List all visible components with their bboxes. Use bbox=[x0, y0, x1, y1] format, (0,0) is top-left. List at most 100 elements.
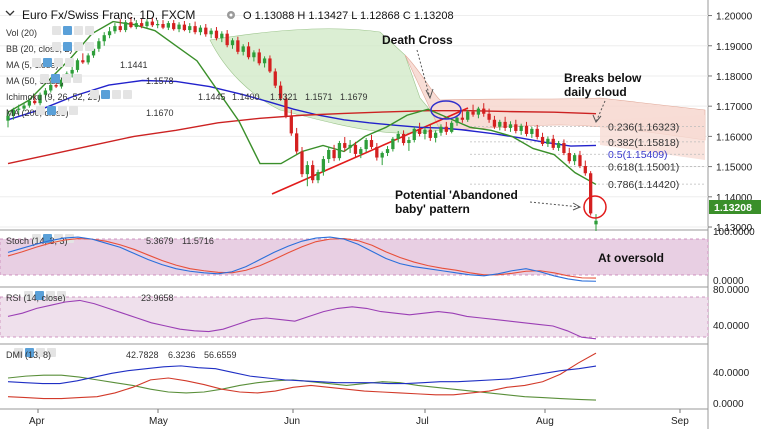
ma200-eye-icon[interactable] bbox=[36, 106, 45, 115]
price-tick-label: 1.20000 bbox=[716, 12, 753, 23]
death-cross-label: Death Cross bbox=[382, 33, 453, 47]
ichimoku-square-icon[interactable] bbox=[123, 90, 132, 99]
candle-body bbox=[514, 124, 518, 131]
ma5-close-icon[interactable] bbox=[54, 58, 63, 67]
candle bbox=[134, 20, 138, 30]
candle bbox=[198, 25, 203, 36]
breaks-cloud-label-2: daily cloud bbox=[564, 85, 627, 99]
candle-body bbox=[49, 85, 53, 91]
candle-body bbox=[193, 26, 197, 33]
candle-body bbox=[439, 126, 443, 133]
candle-body bbox=[134, 23, 138, 28]
ma-line-ma-50-close- bbox=[7, 79, 597, 147]
candle bbox=[97, 38, 101, 52]
ichimoku-v1: 1.1445 bbox=[198, 92, 226, 102]
fib-label: 0.618(1.15001) bbox=[608, 162, 679, 174]
candle-body bbox=[166, 23, 171, 28]
candle bbox=[102, 32, 106, 46]
candle bbox=[508, 121, 513, 132]
vol-gear-icon[interactable] bbox=[63, 26, 72, 35]
candle-body bbox=[81, 60, 85, 63]
stoch-eye-icon[interactable] bbox=[32, 234, 41, 243]
candle bbox=[321, 156, 326, 176]
rsi-label: RSI (14, close) bbox=[6, 293, 66, 303]
price-tick-label: 1.14000 bbox=[716, 193, 753, 204]
candle-body bbox=[572, 155, 577, 162]
collapse-arrow-icon[interactable] bbox=[5, 10, 15, 16]
ma50-eye-icon[interactable] bbox=[40, 74, 49, 83]
ma5-square-icon[interactable] bbox=[65, 58, 74, 67]
stoch-square-icon[interactable] bbox=[65, 234, 74, 243]
dmi-gear-icon[interactable] bbox=[25, 348, 34, 357]
candle-body bbox=[407, 140, 411, 144]
ma50-square-icon[interactable] bbox=[73, 74, 82, 83]
vol-close-icon[interactable] bbox=[74, 26, 83, 35]
ma5-gear-icon[interactable] bbox=[43, 58, 52, 67]
candle-body bbox=[54, 85, 58, 87]
current-price-tag: 1.13208 bbox=[709, 200, 761, 214]
stoch-band bbox=[0, 238, 709, 276]
candle bbox=[17, 104, 21, 115]
rsi-close-icon[interactable] bbox=[46, 291, 55, 300]
candle-body bbox=[6, 115, 10, 121]
vol-label: Vol (20) bbox=[6, 28, 37, 38]
candle bbox=[327, 146, 331, 163]
dmi-eye-icon[interactable] bbox=[14, 348, 23, 357]
candle bbox=[220, 31, 224, 43]
candle bbox=[535, 124, 539, 140]
bb-square-icon[interactable] bbox=[85, 42, 94, 51]
rsi-square-icon[interactable] bbox=[57, 291, 66, 300]
dmi-square-icon[interactable] bbox=[47, 348, 56, 357]
candle bbox=[407, 136, 411, 151]
candle-body bbox=[289, 115, 293, 134]
rsi-gear-icon[interactable] bbox=[35, 291, 44, 300]
fib-label: 0.786(1.14420) bbox=[608, 179, 679, 191]
candle-body bbox=[364, 140, 368, 150]
candle bbox=[262, 56, 267, 68]
candle-body bbox=[118, 26, 122, 31]
ma50-close-icon[interactable] bbox=[62, 74, 71, 83]
candle bbox=[284, 94, 288, 119]
candle-body bbox=[198, 27, 203, 33]
vol-eye-icon[interactable] bbox=[52, 26, 61, 35]
candle bbox=[118, 19, 122, 33]
ma5-eye-icon[interactable] bbox=[32, 58, 41, 67]
candle-body bbox=[508, 124, 513, 128]
stoch-k-value: 5.3679 bbox=[146, 236, 174, 246]
bb-gear-icon[interactable] bbox=[63, 42, 72, 51]
candle bbox=[311, 160, 315, 184]
ma200-gear-icon[interactable] bbox=[47, 106, 56, 115]
ma200-square-icon[interactable] bbox=[69, 106, 78, 115]
candle-body bbox=[268, 58, 272, 72]
ma50-gear-icon[interactable] bbox=[51, 74, 60, 83]
ma50-label: MA (50, close) bbox=[6, 76, 64, 86]
stoch-label: Stoch (14, 3, 3) bbox=[6, 236, 68, 246]
candle bbox=[38, 92, 42, 106]
candle bbox=[268, 55, 272, 73]
ma200-close-icon[interactable] bbox=[58, 106, 67, 115]
candle-body bbox=[321, 159, 326, 173]
ichimoku-eye-icon[interactable] bbox=[90, 90, 99, 99]
candle-body bbox=[22, 105, 26, 109]
rsi-eye-icon[interactable] bbox=[24, 291, 33, 300]
candle bbox=[460, 110, 465, 123]
candle bbox=[273, 68, 277, 89]
bb-close-icon[interactable] bbox=[74, 42, 83, 51]
candle-body bbox=[471, 111, 475, 115]
candle-body bbox=[123, 22, 128, 31]
candle-body bbox=[476, 108, 481, 115]
candle-body bbox=[482, 108, 486, 114]
ichimoku-close-icon[interactable] bbox=[112, 90, 121, 99]
candle bbox=[70, 66, 74, 78]
settings-gear-icon[interactable] bbox=[227, 11, 235, 19]
ichimoku-gear-icon[interactable] bbox=[101, 90, 110, 99]
dmi-close-icon[interactable] bbox=[36, 348, 45, 357]
candle-body bbox=[220, 33, 224, 39]
candle bbox=[188, 23, 192, 34]
candle bbox=[337, 140, 342, 161]
candle bbox=[139, 18, 144, 29]
bb-eye-icon[interactable] bbox=[52, 42, 61, 51]
candle-body bbox=[188, 26, 192, 31]
vol-square-icon[interactable] bbox=[85, 26, 94, 35]
candle bbox=[353, 141, 358, 157]
